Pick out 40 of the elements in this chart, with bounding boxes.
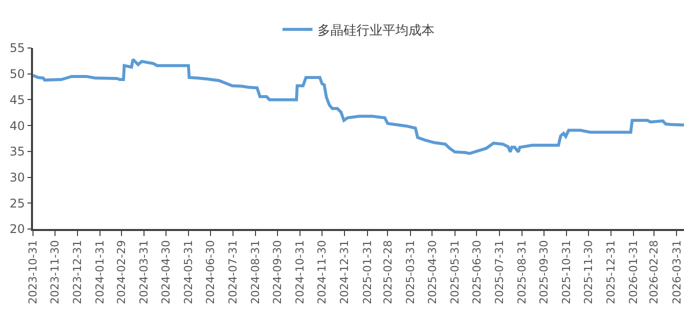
x-tick-label: 2025-03-31 [404, 240, 417, 304]
x-tick-label: 2023-10-31 [26, 240, 40, 304]
y-tick-label: 40 [10, 118, 25, 133]
x-tick-label: 2024-09-30 [271, 240, 284, 304]
line-series [33, 58, 684, 155]
x-tick-label: 2023-11-30 [48, 240, 62, 304]
x-tick-label: 2026-03-31 [670, 240, 684, 304]
x-tick-label: 2025-01-31 [360, 240, 374, 304]
legend-label: 多晶硅行业平均成本 [318, 23, 434, 38]
x-tick-label: 2024-11-30 [316, 240, 329, 304]
y-tick-label: 25 [10, 196, 25, 210]
x-tick-label: 2025-06-30 [470, 240, 484, 304]
x-tick-label: 2025-11-30 [582, 240, 595, 304]
y-tick-label: 35 [10, 144, 25, 159]
y-tick-label: 55 [10, 41, 25, 56]
x-tick-label: 2025-02-28 [381, 240, 394, 304]
x-tick-label: 2026-02-28 [648, 240, 661, 304]
x-tick-label: 2024-01-31 [94, 240, 107, 304]
y-tick-label: 20 [10, 222, 25, 236]
x-tick-label: 2025-09-30 [537, 240, 550, 304]
x-tick-label: 2024-06-30 [204, 240, 217, 304]
x-tick-label: 2025-10-31 [560, 240, 574, 304]
x-tick-label: 2024-10-31 [294, 240, 307, 304]
y-tick-label: 30 [10, 170, 25, 184]
x-tick-label: 2024-03-31 [138, 240, 151, 304]
x-tick-label: 2025-05-31 [448, 240, 462, 304]
x-tick-label: 2025-12-31 [604, 240, 618, 304]
x-tick-label: 2026-01-31 [627, 240, 640, 304]
x-tick-label: 2025-07-31 [492, 240, 506, 304]
x-tick-label: 2023-12-31 [71, 240, 84, 304]
x-tick-label: 2024-05-31 [182, 240, 196, 304]
x-tick-label: 2024-02-29 [114, 240, 128, 304]
y-tick-label: 45 [10, 92, 25, 107]
x-tick-label: 2025-04-30 [426, 240, 439, 304]
x-tick-label: 2024-07-31 [226, 240, 240, 304]
x-tick-label: 2024-08-31 [249, 240, 262, 304]
x-tick-label: 2024-12-31 [338, 240, 352, 304]
y-tick-label: 50 [10, 67, 25, 82]
x-tick-label: 2025-08-31 [516, 240, 529, 304]
x-tick-label: 2024-04-30 [159, 240, 172, 304]
